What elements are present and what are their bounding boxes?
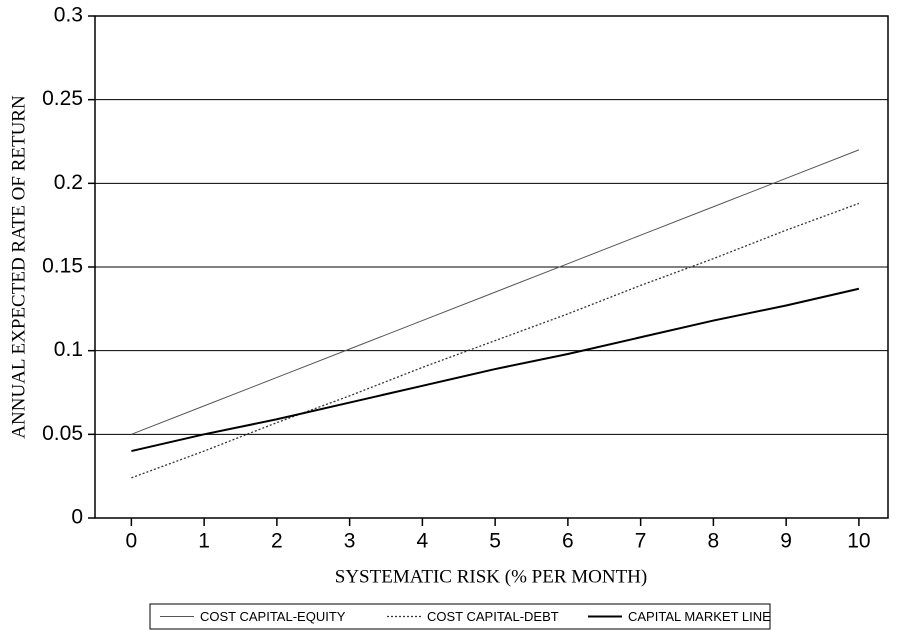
x-axis-title: SYSTEMATIC RISK (% PER MONTH) [335, 566, 647, 587]
x-tick-label: 7 [635, 530, 647, 553]
x-tick-label: 1 [198, 530, 210, 553]
x-tick-label: 3 [344, 530, 356, 553]
x-tick-label: 8 [708, 530, 720, 553]
y-axis-title: ANNUAL EXPECTED RATE OF RETURN [8, 95, 29, 439]
plot-frame [94, 15, 889, 519]
x-tick-label: 10 [847, 530, 870, 553]
y-tick-label: 0.05 [42, 422, 83, 445]
legend-label: COST CAPITAL-EQUITY [200, 609, 346, 624]
x-tick-label: 9 [780, 530, 792, 553]
y-tick-label: 0.3 [54, 4, 83, 27]
x-tick-label: 0 [126, 530, 138, 553]
x-tick-label: 5 [489, 530, 501, 553]
y-tick-label: 0.2 [54, 171, 83, 194]
y-tick-label: 0.15 [42, 255, 83, 278]
legend-box [149, 603, 771, 630]
x-tick-label: 6 [562, 530, 574, 553]
x-tick-label: 2 [271, 530, 283, 553]
series-line [131, 287, 860, 453]
series-line [131, 149, 860, 435]
y-tick-label: 0.25 [42, 87, 83, 110]
legend-label: CAPITAL MARKET LINE [628, 609, 771, 624]
y-tick-label: 0 [71, 506, 83, 529]
x-tick-label: 4 [417, 530, 429, 553]
legend-label: COST CAPITAL-DEBT [427, 609, 559, 624]
y-tick-label: 0.1 [54, 338, 83, 361]
series-line [131, 202, 860, 479]
